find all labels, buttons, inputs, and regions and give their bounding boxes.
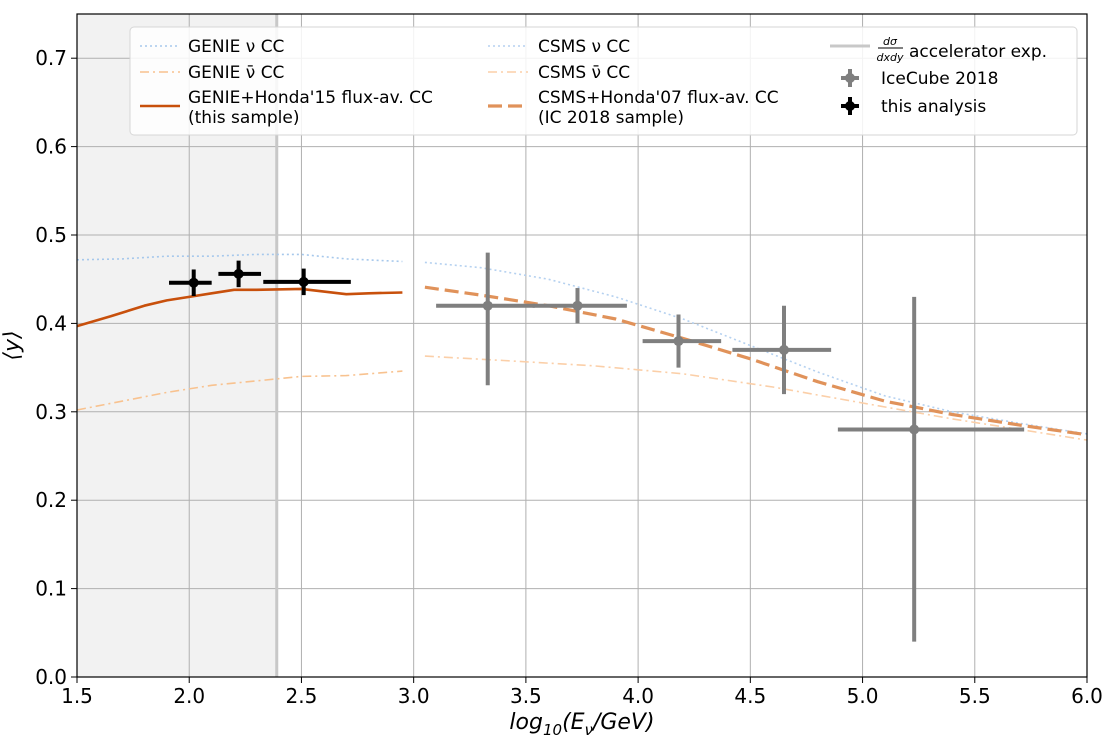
- legend: GENIE ν CC GENIE ν̄ CC GENIE+Honda'15 fl…: [129, 26, 1078, 136]
- legend-accel-numerator: dσ: [883, 35, 898, 48]
- x-tick-label: 4.5: [734, 684, 766, 708]
- this-analysis-point: [218, 260, 262, 288]
- legend-key-icecube-dot: [845, 73, 855, 83]
- x-tick-label: 4.0: [622, 684, 654, 708]
- this-analysis-point-marker: [233, 268, 244, 279]
- y-axis-label: ⟨y⟩: [0, 330, 25, 360]
- x-tick-label: 3.5: [510, 684, 542, 708]
- icecube-2018-point: [642, 314, 722, 368]
- legend-csms-honda-sub: (IC 2018 sample): [538, 108, 684, 128]
- legend-csms-honda: CSMS+Honda'07 flux-av. CC: [538, 88, 779, 108]
- this-analysis-point: [169, 269, 212, 296]
- legend-box: [129, 26, 1078, 136]
- data-points: [169, 252, 1025, 642]
- series-csms-nu: [424, 261, 1088, 435]
- x-tick-label: 2.5: [286, 684, 318, 708]
- x-tick-label: 2.0: [173, 684, 205, 708]
- x-tick-label: 1.5: [61, 684, 93, 708]
- icecube-2018-point: [837, 296, 1025, 642]
- icecube-2018-point: [436, 252, 535, 386]
- y-tick-label: 0.4: [35, 311, 67, 335]
- y-tick-label: 0.7: [35, 46, 67, 70]
- x-tick-label: 6.0: [1071, 684, 1103, 708]
- y-tick-label: 0.2: [35, 488, 67, 512]
- legend-csms-nu: CSMS ν CC: [538, 37, 630, 57]
- y-tick-label: 0.3: [35, 400, 67, 424]
- axes: 1.5 2.0 2.5 3.0 3.5 4.0 4.5 5.0 5.5 6.0 0.0 0.1 0.2 0…: [35, 13, 1103, 708]
- legend-key-analysis-dot: [845, 101, 855, 111]
- x-tick-label: 3.0: [398, 684, 430, 708]
- this-analysis-point-marker: [188, 277, 199, 288]
- y-tick-label: 0.1: [35, 577, 67, 601]
- legend-keys: [140, 44, 870, 115]
- series-csms-honda: [424, 285, 1088, 437]
- this-analysis-point-marker: [298, 276, 309, 287]
- y-tick-label: 0.6: [35, 135, 67, 159]
- legend-genie-nu: GENIE ν CC: [188, 37, 284, 57]
- legend-accel: accelerator exp.: [909, 42, 1047, 62]
- icecube-2018-point-marker: [572, 300, 583, 311]
- legend-icecube: IceCube 2018: [881, 69, 998, 89]
- series-genie-honda: [76, 287, 403, 328]
- icecube-2018-point-marker: [673, 336, 684, 347]
- legend-genie-nubar: GENIE ν̄ CC: [188, 63, 284, 83]
- x-tick-label: 5.0: [847, 684, 879, 708]
- legend-genie-honda-sub: (this sample): [188, 108, 300, 128]
- legend-analysis: this analysis: [881, 97, 986, 117]
- x-tick-label: 5.5: [959, 684, 991, 708]
- legend-genie-honda: GENIE+Honda'15 flux-av. CC: [188, 88, 433, 108]
- this-analysis-point: [263, 268, 351, 296]
- icecube-2018-point-marker: [909, 424, 920, 435]
- icecube-2018-point-marker: [482, 300, 493, 311]
- icecube-2018-point: [532, 288, 627, 324]
- series-genie-nubar: [76, 370, 403, 411]
- legend-csms-nubar: CSMS ν̄ CC: [538, 63, 630, 83]
- icecube-2018-point: [732, 305, 832, 395]
- y-tick-label: 0.5: [35, 223, 67, 247]
- icecube-2018-point-marker: [779, 344, 789, 355]
- x-axis-label: log10(Eν/GeV): [509, 710, 654, 739]
- legend-accel-denominator: dxdy: [877, 51, 904, 64]
- y-tick-label: 0.0: [35, 665, 67, 689]
- plot-frame: [76, 13, 1088, 678]
